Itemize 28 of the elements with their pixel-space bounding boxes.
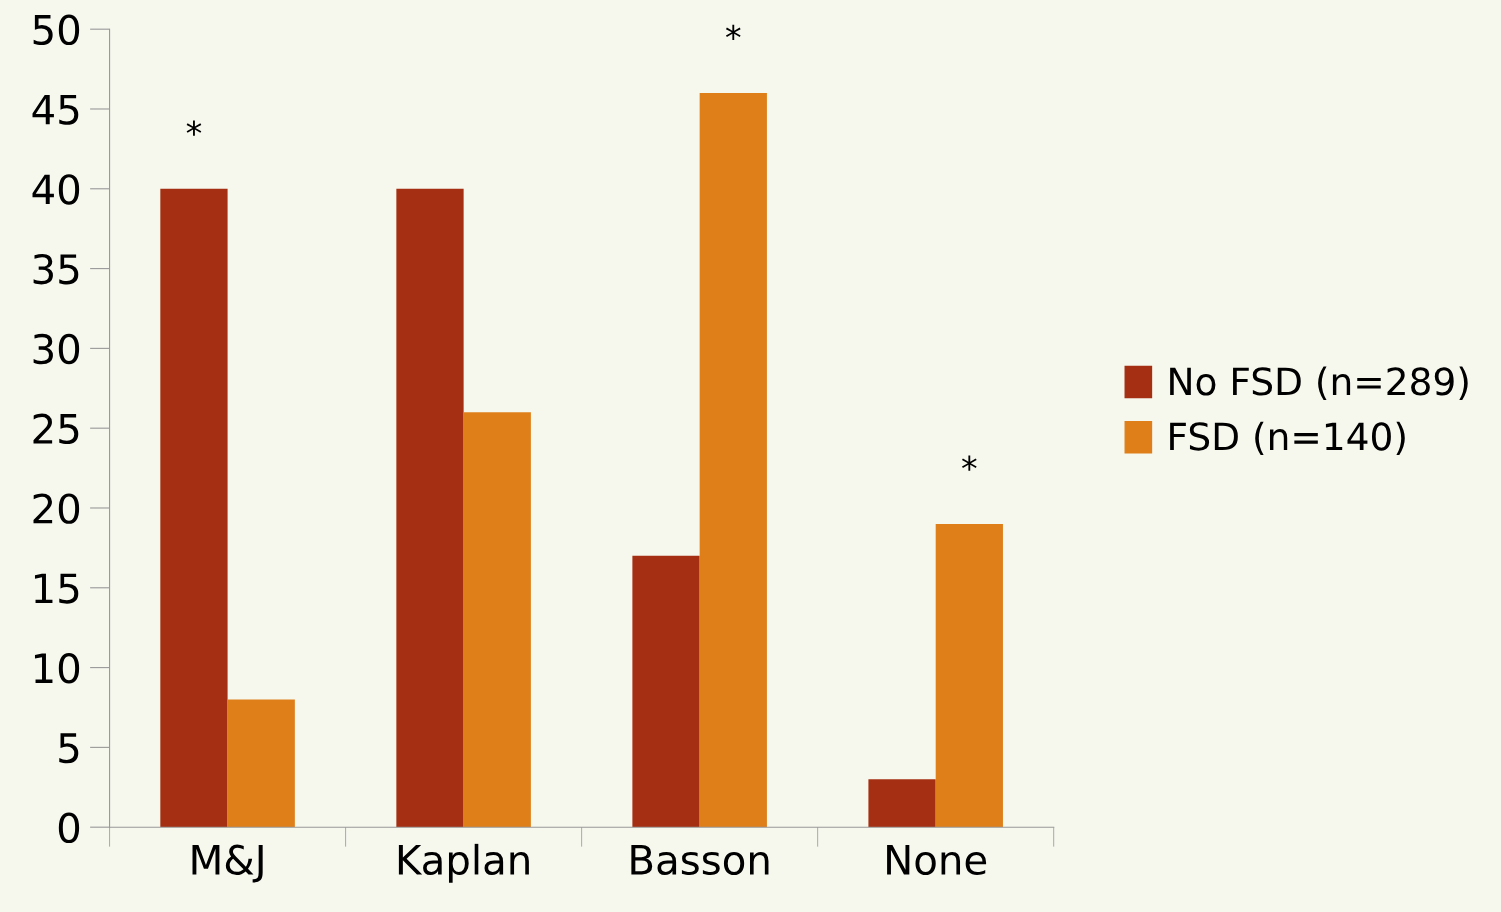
bar	[632, 555, 700, 828]
y-tick-label: 30	[33, 333, 80, 365]
x-tick-label: Basson	[631, 845, 769, 876]
y-tick-label: 10	[34, 652, 80, 684]
annotation: *	[725, 24, 741, 40]
y-tick-label: 15	[34, 573, 79, 604]
bar	[935, 523, 1003, 828]
bar	[463, 412, 531, 828]
bar	[396, 188, 464, 828]
y-tick-label: 25	[33, 413, 79, 445]
bar	[227, 699, 295, 828]
x-tick-label: None	[887, 845, 987, 876]
annotation: *	[186, 120, 202, 136]
y-tick-label: 50	[33, 14, 80, 46]
y-tick-label: 5	[59, 733, 79, 764]
y-tick-label: 45	[32, 94, 79, 125]
bar	[868, 779, 936, 828]
y-tick-label: 35	[33, 253, 79, 285]
legend-label: No FSD (n=289)	[1170, 366, 1468, 400]
bar	[160, 188, 228, 828]
y-tick-label: 40	[32, 174, 80, 205]
legend-label: FSD (n=140)	[1170, 421, 1405, 456]
y-tick-label: 0	[58, 812, 80, 844]
x-tick-label: Kaplan	[398, 843, 529, 883]
x-tick-label: M&J	[192, 844, 263, 883]
y-tick-label: 20	[33, 493, 80, 524]
bar	[699, 93, 767, 828]
annotation: *	[961, 455, 977, 471]
